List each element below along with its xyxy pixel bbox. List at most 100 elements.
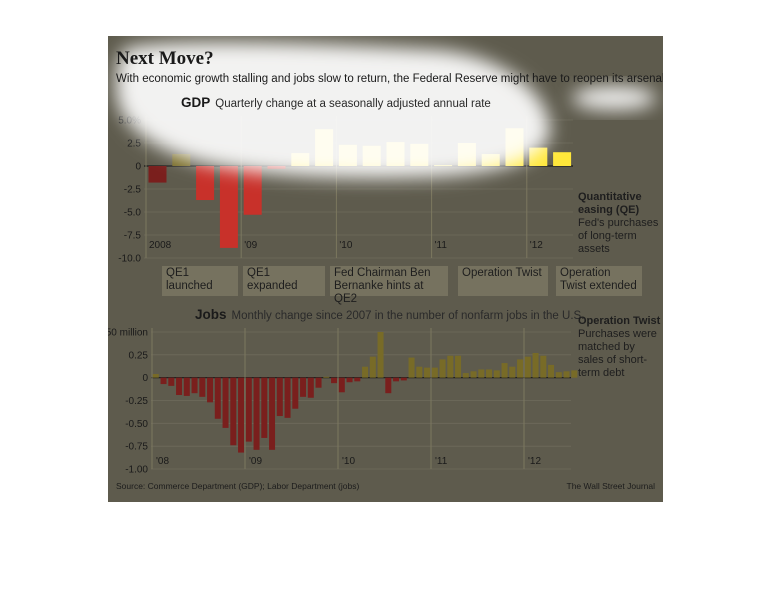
event-qe1-launched: QE1 launched xyxy=(162,266,238,296)
jobs-bar xyxy=(555,372,562,378)
jobs-bar xyxy=(160,377,167,385)
jobs-bar xyxy=(393,377,400,382)
jobs-bar xyxy=(300,377,307,397)
jobs-bar xyxy=(424,367,431,378)
page-subtitle: With economic growth stalling and jobs s… xyxy=(116,73,663,85)
jobs-bar xyxy=(431,367,438,378)
jobs-bar xyxy=(385,377,392,394)
jobs-bar xyxy=(222,377,229,428)
jobs-bar xyxy=(501,363,508,378)
gdp-tick-label: -10.0 xyxy=(118,254,141,265)
jobs-bar xyxy=(199,377,206,397)
jobs-bar xyxy=(486,369,493,378)
gdp-subtitle: Quarterly change at a seasonally adjuste… xyxy=(215,98,491,110)
chart-panel: 5.0% 2.5 0 -2.5 -5.0 -7.5 -10.0 2008'09'10'11'1… xyxy=(108,36,663,502)
jobs-bar xyxy=(276,377,283,417)
source-note: Source: Commerce Department (GDP); Labor… xyxy=(116,481,360,491)
jobs-bar xyxy=(354,377,361,382)
event-operation-twist: Operation Twist xyxy=(458,266,548,296)
jobs-tick-label: 0 xyxy=(142,373,148,384)
jobs-bar xyxy=(338,377,345,393)
jobs-year-label: '10 xyxy=(342,456,355,467)
jobs-bar xyxy=(284,377,291,418)
event-qe2-hint: Fed Chairman Ben Bernanke hints at QE2 xyxy=(330,266,448,305)
jobs-bar xyxy=(183,377,190,396)
jobs-bar xyxy=(176,377,183,396)
jobs-year-label: '08 xyxy=(156,456,169,467)
jobs-bar xyxy=(439,359,446,378)
gdp-year-label: '12 xyxy=(530,240,543,251)
jobs-header: Jobs Monthly change since 2007 in the num… xyxy=(195,306,584,324)
twist-note-text: Purchases were matched by sales of short… xyxy=(578,328,657,379)
jobs-bar xyxy=(346,377,353,383)
qe-note: Quantitative easing (QE) Fed's purchases… xyxy=(578,191,662,256)
jobs-bar xyxy=(168,377,175,386)
jobs-tick-label: -0.75 xyxy=(125,442,148,453)
gdp-year-label: '10 xyxy=(339,240,352,251)
jobs-tick-label: -0.25 xyxy=(125,396,148,407)
jobs-bar xyxy=(548,364,555,378)
qe-note-text: Fed's purchases of long-term assets xyxy=(578,217,659,255)
qe-note-heading: Quantitative easing (QE) xyxy=(578,191,642,216)
jobs-bar xyxy=(269,377,276,450)
gdp-header: GDP Quarterly change at a seasonally adju… xyxy=(181,94,491,112)
gdp-tick-label: -7.5 xyxy=(124,231,142,242)
jobs-bar xyxy=(563,371,570,378)
jobs-bar xyxy=(517,359,524,378)
jobs-bar xyxy=(152,374,159,378)
jobs-bar xyxy=(447,355,454,378)
page-title: Next Move? xyxy=(116,48,214,69)
gdp-year-label: '09 xyxy=(244,240,257,251)
gdp-bar xyxy=(553,152,572,166)
jobs-bar xyxy=(261,377,268,438)
jobs-bar xyxy=(408,357,415,378)
jobs-bar xyxy=(191,377,198,394)
jobs-bar xyxy=(307,377,314,398)
jobs-year-label: '12 xyxy=(528,456,541,467)
jobs-bar xyxy=(214,377,221,419)
jobs-bar xyxy=(369,356,376,378)
jobs-bar xyxy=(238,377,245,453)
jobs-bar xyxy=(245,377,252,442)
jobs-bar xyxy=(540,355,547,378)
jobs-bar xyxy=(230,377,237,446)
jobs-bar xyxy=(571,370,578,378)
jobs-year-label: '09 xyxy=(249,456,262,467)
jobs-bar xyxy=(362,366,369,378)
jobs-bar xyxy=(532,353,539,378)
jobs-bar xyxy=(470,371,477,378)
jobs-bar xyxy=(331,377,338,384)
jobs-tick-label: 0.50 million xyxy=(108,328,148,339)
gdp-year-label: '11 xyxy=(435,240,448,251)
jobs-bar xyxy=(207,377,214,403)
twist-note: Operation Twist Purchases were matched b… xyxy=(578,315,662,380)
event-operation-twist-extended: Operation Twist extended xyxy=(556,266,642,296)
twist-note-heading: Operation Twist xyxy=(578,315,661,327)
gdp-title: GDP xyxy=(181,95,211,110)
jobs-bar xyxy=(253,377,260,450)
jobs-subtitle: Monthly change since 2007 in the number … xyxy=(231,310,585,322)
jobs-bar xyxy=(462,373,469,378)
jobs-chart: 0.50 million 0.25 0 -0.25 -0.50 -0.75 -1.00 '08… xyxy=(108,328,578,476)
jobs-bar xyxy=(478,369,485,378)
jobs-bar xyxy=(377,332,384,378)
jobs-bar xyxy=(493,370,500,378)
jobs-tick-label: -0.50 xyxy=(125,419,148,430)
credit: The Wall Street Journal xyxy=(566,481,656,491)
gdp-tick-label: -5.0 xyxy=(124,208,142,219)
jobs-year-label: '11 xyxy=(435,456,448,467)
jobs-bar xyxy=(524,356,531,378)
jobs-bar xyxy=(455,355,462,378)
jobs-tick-label: 0.25 xyxy=(129,350,149,361)
jobs-bar xyxy=(416,366,423,378)
gdp-bar xyxy=(219,166,238,248)
jobs-bar xyxy=(400,377,407,381)
jobs-bar xyxy=(509,366,516,378)
jobs-bar xyxy=(292,377,299,409)
jobs-bar xyxy=(323,376,330,378)
gdp-year-label: 2008 xyxy=(149,240,172,251)
jobs-title: Jobs xyxy=(195,307,227,322)
gdp-tick-label: -2.5 xyxy=(124,185,142,196)
event-qe1-expanded: QE1 expanded xyxy=(243,266,325,296)
jobs-bar xyxy=(315,377,322,388)
